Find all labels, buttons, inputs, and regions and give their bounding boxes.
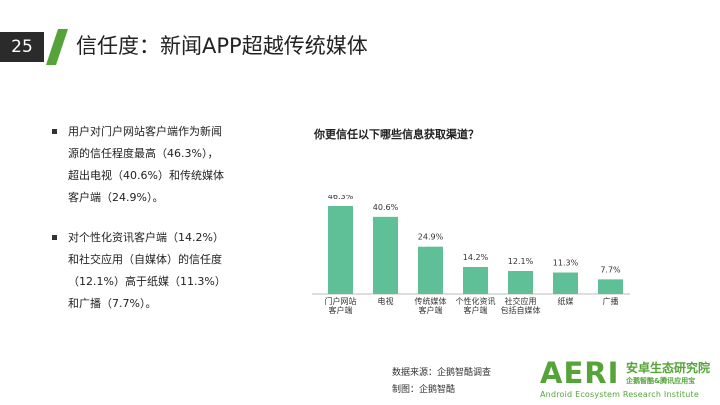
category-label: 包括自媒体 [501,305,541,315]
bullet-item: 对个性化资讯客户端（14.2%） 和社交应用（自媒体）的信任度 （12.1%）高… [52,227,262,315]
category-label: 广播 [603,296,619,306]
bar-value-label: 14.2% [463,253,489,262]
bullet-line: 超出电视（40.6%）和传统媒体 [68,169,224,182]
chart-bar [418,246,443,294]
bullet-line: 和广播（7.7%）。 [68,297,157,310]
category-label: 纸媒 [558,296,574,306]
chart-bar [328,206,353,294]
aeri-logo: AERI 安卓生态研究院 企鹅智酷&腾讯应用宝 Android Ecosyste… [540,356,716,402]
chart-bar [598,279,623,294]
data-source-text: 数据来源：企鹅智酷调查 [392,368,492,378]
bullet-line: 对个性化资讯客户端（14.2%） [68,231,224,244]
chart-bar [463,267,488,294]
bullet-line: 源的信任程度最高（46.3%）， [68,147,219,160]
bullet-line: 客户端（24.9%）。 [68,191,164,204]
bullet-marker-icon [52,235,57,240]
category-label: 传统媒体 [415,296,447,306]
bar-value-label: 46.3% [328,195,354,201]
bar-value-label: 40.6% [373,203,399,212]
logo-en-name: Android Ecosystem Research Institute [540,390,699,399]
chart-maker-text: 制图：企鹅智酷 [392,385,456,395]
category-label: 客户端 [329,305,353,315]
bullet-marker-icon [52,129,57,134]
bar-value-label: 12.1% [508,257,534,266]
bar-value-label: 24.9% [418,233,444,242]
category-label: 社交应用 [505,296,537,306]
logo-cn-name: 安卓生态研究院 [626,361,711,375]
title-slash-decoration [46,29,68,65]
bar-value-label: 11.3% [553,259,579,268]
chart-title: 你更信任以下哪些信息获取渠道？ [314,128,479,141]
bullet-item: 用户对门户网站客户端作为新闻 源的信任程度最高（46.3%）， 超出电视（40.… [52,121,262,209]
chart-bar [373,216,398,294]
category-label: 门户网站 [325,296,357,306]
category-label: 客户端 [464,305,488,315]
category-label: 电视 [378,296,394,306]
page-title: 信任度：新闻APP超越传统媒体 [76,34,368,58]
logo-letters: AERI [540,356,620,390]
bullet-line: 和社交应用（自媒体）的信任度 [68,253,222,266]
chart-bar [508,271,533,294]
bar-chart: 46.3%门户网站客户端40.6%电视24.9%传统媒体客户端14.2%个性化资… [312,195,630,315]
logo-cn-sub: 企鹅智酷&腾讯应用宝 [626,377,696,385]
category-label: 客户端 [419,305,443,315]
chart-bar [553,272,578,294]
bullet-list: 用户对门户网站客户端作为新闻 源的信任程度最高（46.3%）， 超出电视（40.… [52,121,262,315]
bullet-line: 用户对门户网站客户端作为新闻 [68,125,222,138]
page-number: 25 [0,32,44,62]
source-note: 数据来源：企鹅智酷调查 制图：企鹅智酷 [392,365,491,399]
category-label: 个性化资讯 [456,296,496,306]
bullet-line: （12.1%）高于纸媒（11.3%） [68,275,226,288]
bar-value-label: 7.7% [600,265,621,274]
